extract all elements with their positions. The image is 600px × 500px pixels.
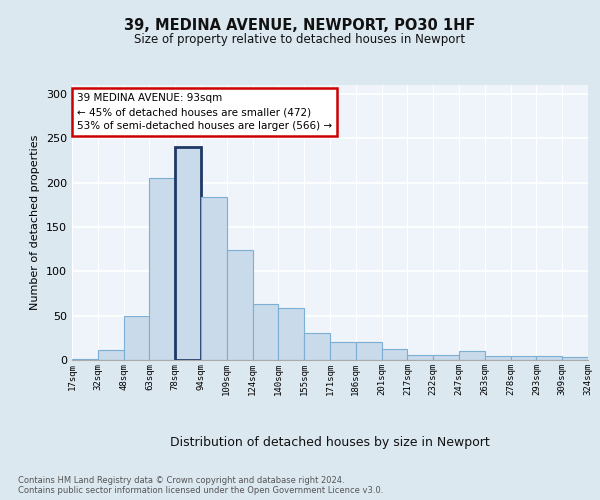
Y-axis label: Number of detached properties: Number of detached properties bbox=[31, 135, 40, 310]
Text: 39, MEDINA AVENUE, NEWPORT, PO30 1HF: 39, MEDINA AVENUE, NEWPORT, PO30 1HF bbox=[124, 18, 476, 32]
Bar bbox=[98, 350, 124, 360]
Bar bbox=[330, 342, 356, 360]
Bar bbox=[382, 350, 407, 360]
Bar bbox=[72, 359, 98, 360]
Bar bbox=[253, 304, 278, 360]
Bar bbox=[356, 342, 382, 360]
Bar bbox=[278, 308, 304, 360]
Bar bbox=[562, 358, 588, 360]
Bar bbox=[511, 356, 536, 360]
Bar bbox=[485, 356, 511, 360]
Bar bbox=[149, 178, 175, 360]
Text: 39 MEDINA AVENUE: 93sqm
← 45% of detached houses are smaller (472)
53% of semi-d: 39 MEDINA AVENUE: 93sqm ← 45% of detache… bbox=[77, 93, 332, 131]
Bar bbox=[304, 334, 330, 360]
Bar bbox=[124, 316, 149, 360]
Bar bbox=[201, 197, 227, 360]
Bar bbox=[407, 354, 433, 360]
Bar bbox=[433, 354, 459, 360]
Bar bbox=[227, 250, 253, 360]
Bar bbox=[175, 147, 201, 360]
Bar bbox=[459, 351, 485, 360]
Bar bbox=[536, 356, 562, 360]
Text: Size of property relative to detached houses in Newport: Size of property relative to detached ho… bbox=[134, 32, 466, 46]
Text: Distribution of detached houses by size in Newport: Distribution of detached houses by size … bbox=[170, 436, 490, 449]
Text: Contains HM Land Registry data © Crown copyright and database right 2024.
Contai: Contains HM Land Registry data © Crown c… bbox=[18, 476, 383, 495]
